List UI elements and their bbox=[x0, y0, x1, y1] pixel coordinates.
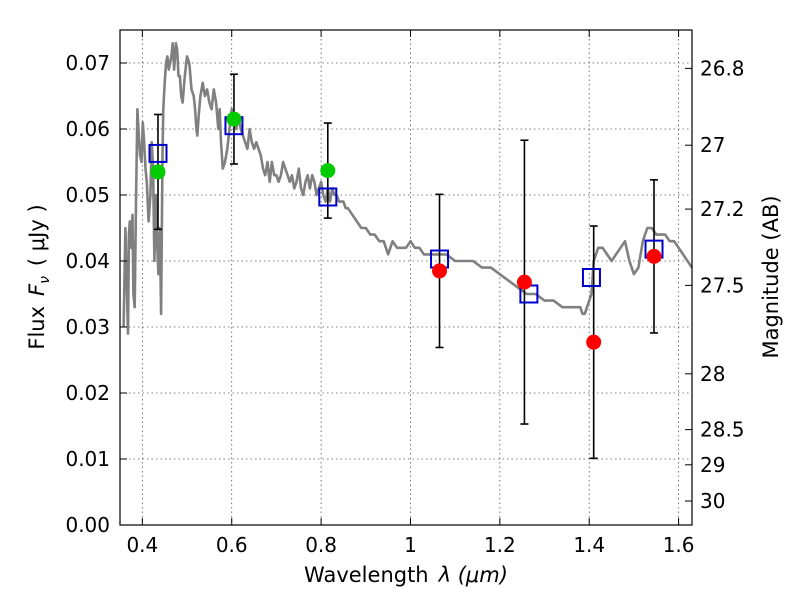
observed-optical-point bbox=[226, 111, 242, 127]
magnitude-tick-label: 29 bbox=[700, 453, 725, 477]
magnitude-tick-label: 27.2 bbox=[700, 197, 745, 221]
y-tick-label: 0.03 bbox=[65, 315, 110, 339]
x-tick-label: 1 bbox=[404, 533, 417, 557]
x-tick-label: 0.8 bbox=[305, 533, 337, 557]
magnitude-tick-label: 28 bbox=[700, 362, 725, 386]
y-tick-label: 0.05 bbox=[65, 183, 110, 207]
observed-nir-point bbox=[516, 274, 532, 290]
y-tick-labels: 0.00 0.01 0.02 0.03 0.04 0.05 0.06 0.07 bbox=[65, 51, 110, 537]
magnitude-axis-label: Magnitude (AB) bbox=[759, 195, 783, 358]
magnitude-tick-label: 26.8 bbox=[700, 56, 745, 80]
magnitude-tick-label: 30 bbox=[700, 489, 725, 513]
x-tick-label: 1.6 bbox=[663, 533, 695, 557]
x-tick-label: 0.6 bbox=[216, 533, 248, 557]
grid-lines bbox=[120, 30, 692, 526]
x-axis-label-text: Wavelength bbox=[304, 563, 429, 587]
x-tick-labels: 0.4 0.6 0.8 1 1.2 1.4 1.6 bbox=[126, 533, 694, 557]
y-axis-label-unit: ( μJy ) bbox=[25, 204, 49, 266]
synthetic-square bbox=[148, 143, 168, 163]
y-tick-label: 0.00 bbox=[65, 513, 110, 537]
magnitude-tick-labels: 26.8 27 27.2 27.5 28 28.5 29 30 bbox=[700, 56, 745, 513]
x-axis-label-symbol: λ (μm) bbox=[438, 563, 508, 587]
model-spectrum-layer bbox=[122, 41, 694, 335]
y-axis-label-symbol: F bbox=[25, 283, 49, 296]
observed-photometry-layer bbox=[150, 111, 662, 350]
plot-frame bbox=[119, 29, 693, 526]
y-tick-label: 0.01 bbox=[65, 447, 110, 471]
y-tick-label: 0.07 bbox=[65, 51, 110, 75]
x-tick-label: 0.4 bbox=[126, 533, 158, 557]
magnitude-tick-label: 27.5 bbox=[700, 273, 745, 297]
x-axis-label: Wavelength λ (μm) bbox=[304, 563, 508, 587]
y-tick-label: 0.06 bbox=[65, 117, 110, 141]
synthetic-square bbox=[318, 187, 338, 207]
magnitude-tick-label: 27 bbox=[700, 133, 725, 157]
observed-nir-point bbox=[586, 334, 602, 350]
observed-optical-point bbox=[150, 164, 166, 180]
x-tick-label: 1.2 bbox=[484, 533, 516, 557]
y-tick-label: 0.02 bbox=[65, 381, 110, 405]
model-spectrum-line bbox=[122, 41, 694, 335]
x-tick-label: 1.4 bbox=[573, 533, 605, 557]
tick-marks bbox=[120, 30, 692, 526]
observed-optical-point bbox=[320, 163, 336, 179]
y-axis-label-text: Flux bbox=[25, 306, 49, 350]
magnitude-tick-label: 28.5 bbox=[700, 418, 745, 442]
y-axis-label: Flux Fν ( μJy ) bbox=[25, 204, 53, 349]
y-tick-label: 0.04 bbox=[65, 249, 110, 273]
y-axis-label-subscript: ν bbox=[37, 276, 53, 284]
observed-nir-point bbox=[432, 263, 448, 279]
observed-nir-point bbox=[646, 248, 662, 264]
synthetic-square bbox=[581, 268, 601, 287]
